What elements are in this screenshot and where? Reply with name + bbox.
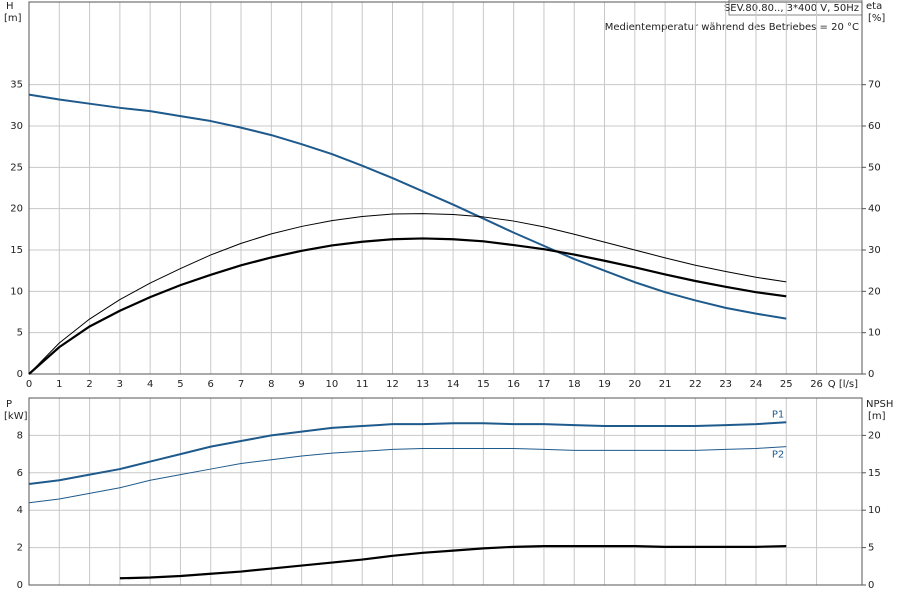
series-line [28,237,787,375]
x-tick-label: 4 [147,379,153,390]
series-line [28,213,787,375]
y-tick-label: 0 [17,580,23,591]
y-tick-label: 25 [10,162,23,173]
y-tick-label: 30 [10,121,23,132]
x-tick-label: 18 [568,379,581,390]
y2-tick-label: 15 [868,468,881,479]
x-tick-label: 8 [268,379,274,390]
y-tick-label: 0 [17,369,23,380]
x-tick-label: 1 [56,379,62,390]
y2-axis-unit: [%] [868,13,885,24]
y2-tick-label: 20 [868,430,881,441]
x-tick-label: 17 [538,379,551,390]
x-tick-label: 23 [719,379,732,390]
y2-axis-unit: [m] [868,411,886,422]
x-tick-label: 20 [628,379,641,390]
x-axis-label: Q [l/s] [828,379,858,390]
x-tick-label: 2 [86,379,92,390]
y2-axis-label: NPSH [866,399,893,410]
y-tick-label: 4 [17,505,23,516]
y-tick-label: 6 [17,468,23,479]
series-line [28,421,787,486]
x-tick-label: 19 [598,379,611,390]
y-tick-label: 2 [17,543,23,554]
y2-tick-label: 30 [868,245,881,256]
x-tick-label: 12 [386,379,399,390]
y-axis-unit: [m] [4,13,22,24]
x-tick-label: 15 [477,379,490,390]
x-tick-label: 5 [177,379,183,390]
y-tick-label: 20 [10,204,23,215]
x-tick-label: 16 [507,379,520,390]
x-tick-label: 11 [356,379,369,390]
x-tick-label: 10 [326,379,339,390]
y2-tick-label: 0 [868,580,874,591]
y2-tick-label: 60 [868,121,881,132]
series-label: P2 [772,450,784,461]
y-axis-label: P [6,399,12,410]
x-tick-label: 7 [238,379,244,390]
y2-tick-label: 20 [868,286,881,297]
x-tick-label: 0 [26,379,32,390]
y2-tick-label: 10 [868,328,881,339]
y-tick-label: 35 [10,80,23,91]
annotation: Medientemperatur während des Betriebes =… [605,22,859,33]
y-tick-label: 8 [17,430,23,441]
series-label: P1 [772,409,784,420]
x-tick-label: 13 [416,379,429,390]
plot-frame [28,1,863,375]
x-tick-label: 6 [208,379,214,390]
x-tick-label: 26 [810,379,823,390]
y-tick-label: 5 [17,328,23,339]
y-axis-label: H [6,1,14,12]
y-axis-unit: [kW] [4,411,28,422]
y2-tick-label: 40 [868,204,881,215]
x-tick-label: 25 [780,379,793,390]
x-tick-label: 21 [659,379,672,390]
y2-tick-label: 70 [868,80,881,91]
x-tick-label: 3 [117,379,123,390]
x-tick-label: 24 [750,379,763,390]
y2-tick-label: 0 [868,369,874,380]
y2-tick-label: 10 [868,505,881,516]
x-tick-label: 22 [689,379,702,390]
series-line [119,545,787,580]
series-line [28,93,787,320]
y2-axis-label: eta [866,1,882,12]
y2-tick-label: 50 [868,162,881,173]
y2-tick-label: 5 [868,543,874,554]
series-line [28,446,787,504]
x-tick-label: 9 [298,379,304,390]
y-tick-label: 15 [10,245,23,256]
plot-frame [28,397,863,586]
chart-title: SEV.80.80.., 3*400 V, 50Hz [724,3,859,14]
x-tick-label: 14 [447,379,460,390]
y-tick-label: 10 [10,286,23,297]
